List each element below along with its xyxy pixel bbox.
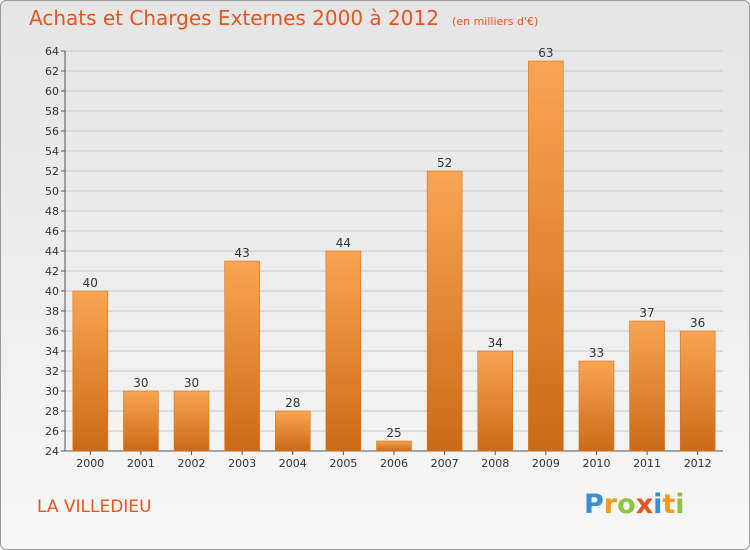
y-tick-label: 50 xyxy=(45,185,59,198)
bar xyxy=(72,290,109,452)
y-tick-label: 30 xyxy=(45,385,59,398)
logo-letter: r xyxy=(603,489,618,520)
x-tick-label: 2003 xyxy=(228,457,256,470)
y-tick-label: 64 xyxy=(45,45,59,58)
y-tick-label: 28 xyxy=(45,405,59,418)
x-tick-label: 2004 xyxy=(279,457,307,470)
title-text: Achats et Charges Externes 2000 à 2012 xyxy=(29,6,439,30)
data-label: 25 xyxy=(386,426,401,440)
y-tick-label: 34 xyxy=(45,345,59,358)
bar xyxy=(123,390,159,452)
y-tick-label: 32 xyxy=(45,365,59,378)
logo-letter: x xyxy=(635,489,654,520)
y-tick-label: 56 xyxy=(45,125,59,138)
y-tick-label: 58 xyxy=(45,105,59,118)
bar xyxy=(173,390,210,452)
x-tick-label: 2001 xyxy=(127,457,155,470)
data-label: 30 xyxy=(184,376,199,390)
y-tick-label: 26 xyxy=(45,425,59,438)
x-tick-label: 2009 xyxy=(532,457,560,470)
proxiti-logo: Proxiti xyxy=(584,489,685,520)
x-tick-label: 2005 xyxy=(329,457,357,470)
y-tick-label: 54 xyxy=(45,145,59,158)
y-tick-label: 42 xyxy=(45,265,59,278)
y-tick-label: 52 xyxy=(45,165,59,178)
logo-letter: P xyxy=(584,489,604,520)
x-tick-label: 2000 xyxy=(76,457,104,470)
data-label: 44 xyxy=(336,236,351,250)
bar xyxy=(477,350,513,452)
y-tick-label: 38 xyxy=(45,305,59,318)
y-tick-label: 62 xyxy=(45,65,59,78)
bar xyxy=(629,320,665,452)
y-tick-label: 40 xyxy=(45,285,59,298)
data-label: 33 xyxy=(589,346,604,360)
y-tick-label: 44 xyxy=(45,245,59,258)
unit-text: (en milliers d'€) xyxy=(452,15,539,28)
y-tick-label: 48 xyxy=(45,205,59,218)
bar xyxy=(679,330,716,452)
x-tick-label: 2008 xyxy=(481,457,509,470)
data-label: 52 xyxy=(437,156,452,170)
data-label: 34 xyxy=(488,336,503,350)
data-label: 37 xyxy=(639,306,654,320)
y-tick-label: 36 xyxy=(45,325,59,338)
data-label: 40 xyxy=(83,276,98,290)
logo-letter: i xyxy=(653,489,663,520)
data-label: 28 xyxy=(285,396,300,410)
bar xyxy=(376,440,412,452)
logo-letter: o xyxy=(617,489,636,520)
logo-letter: i xyxy=(675,489,685,520)
y-tick-label: 24 xyxy=(45,445,59,458)
x-tick-label: 2011 xyxy=(633,457,661,470)
bar xyxy=(275,410,311,452)
data-label: 30 xyxy=(133,376,148,390)
y-tick-label: 60 xyxy=(45,85,59,98)
commune-name: LA VILLEDIEU xyxy=(37,497,152,517)
x-tick-label: 2007 xyxy=(431,457,459,470)
x-tick-label: 2002 xyxy=(178,457,206,470)
data-label: 36 xyxy=(690,316,705,330)
bar xyxy=(528,60,564,452)
data-label: 43 xyxy=(235,246,250,260)
x-tick-label: 2010 xyxy=(582,457,610,470)
bar xyxy=(224,260,260,452)
logo-letter: t xyxy=(662,489,676,520)
bar xyxy=(426,170,463,452)
x-tick-label: 2006 xyxy=(380,457,408,470)
bar xyxy=(578,360,615,452)
bar xyxy=(325,250,362,452)
chart-title: Achats et Charges Externes 2000 à 2012 (… xyxy=(29,6,538,30)
y-tick-label: 46 xyxy=(45,225,59,238)
data-label: 63 xyxy=(538,46,553,60)
x-tick-label: 2012 xyxy=(684,457,712,470)
